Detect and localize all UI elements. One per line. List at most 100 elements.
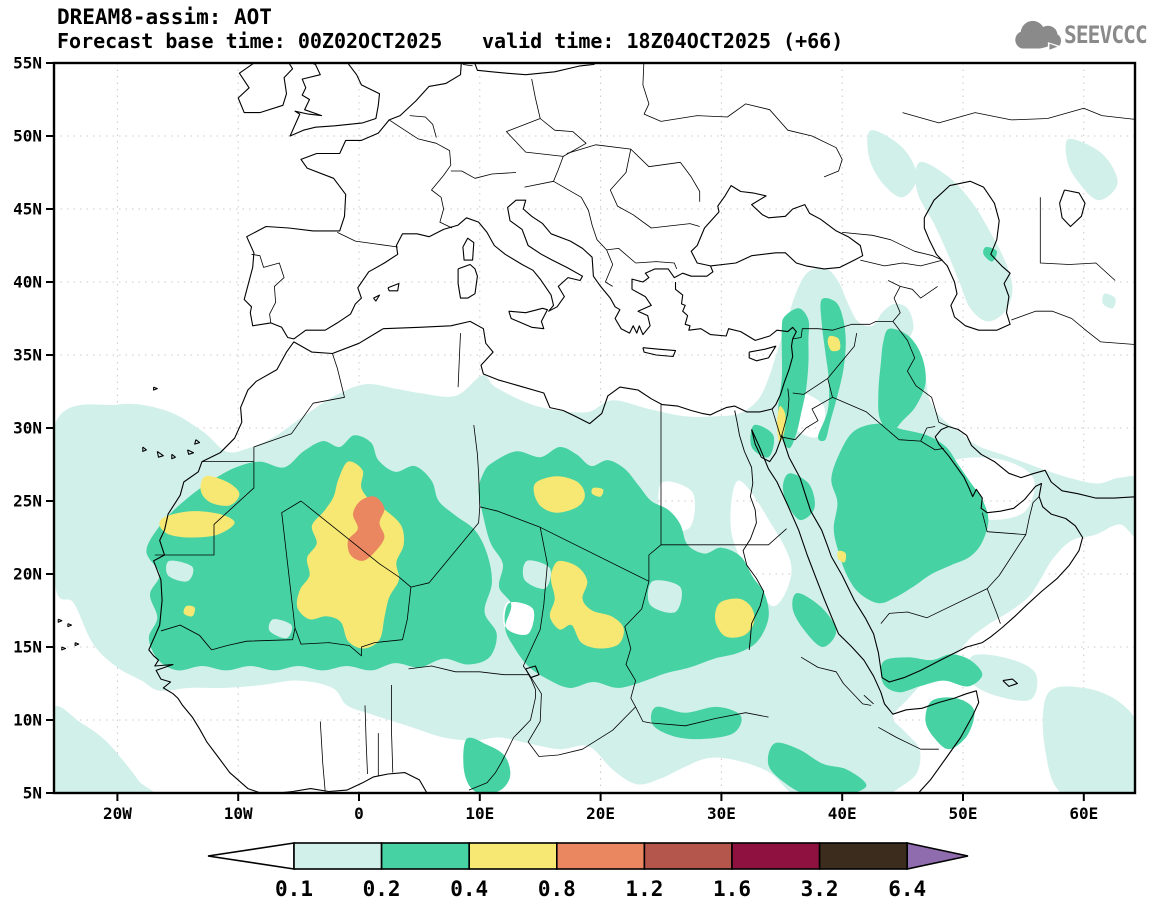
country-border [1011, 310, 1135, 345]
coastline [171, 453, 176, 460]
coastline [1002, 678, 1018, 687]
aot-region-hejaz-patch [782, 473, 815, 521]
country-border [154, 461, 255, 556]
river-line [160, 624, 212, 651]
lat-tick-label: 20N [13, 565, 42, 584]
country-border [860, 259, 943, 267]
lat-tick-label: 35N [13, 346, 42, 365]
lat-tick-label: 30N [13, 419, 42, 438]
colorbar-label: 1.2 [625, 877, 663, 901]
lat-tick-label: 50N [13, 127, 42, 146]
country-border [462, 64, 473, 67]
country-border [364, 705, 368, 775]
country-border [642, 63, 843, 178]
lat-tick-label: 45N [13, 200, 42, 219]
country-border [981, 512, 1026, 535]
coastline [462, 237, 475, 261]
colorbar-below-arrow [207, 842, 295, 870]
coastline [373, 294, 381, 302]
coastline [748, 345, 777, 362]
forecast-base-time: Forecast base time: 00Z02OCT2025 [57, 29, 443, 53]
aot-region-mesopotamia-band [817, 297, 846, 442]
aot-region-sudan-patch [714, 598, 755, 638]
aot-region-senegal-dot [183, 605, 196, 617]
colorbar-label: 3.2 [801, 877, 839, 901]
country-border [887, 280, 938, 299]
aot-region-dead-sea-streak [776, 406, 786, 443]
aot-region-cameroon-patch [463, 737, 511, 793]
lat-tick-label: 25N [13, 492, 42, 511]
country-border [792, 321, 893, 340]
aot-region-ethiopia-patch [767, 742, 867, 793]
country-border [253, 353, 345, 462]
colorbar-segment [731, 842, 821, 870]
lat-tick-label: 40N [13, 273, 42, 292]
lon-tick-label: 30E [707, 804, 736, 823]
coastline [74, 642, 80, 647]
country-border [679, 162, 701, 202]
coastline [948, 425, 1135, 499]
coastline [57, 618, 63, 623]
aot-region-adrar-patch-s [159, 511, 235, 538]
country-border [300, 500, 481, 588]
lon-tick-label: 20E [586, 804, 615, 823]
country-border [780, 396, 833, 441]
coastline [387, 282, 400, 292]
colorbar-label: 1.6 [713, 877, 751, 901]
country-border [827, 333, 858, 379]
aot-region-yemen-coast [880, 654, 983, 693]
country-border [391, 685, 394, 773]
coastline [148, 282, 797, 793]
aot-region-levant-band [778, 308, 810, 449]
coastline [67, 623, 73, 628]
country-border [553, 180, 614, 287]
country-border [635, 261, 678, 270]
colorbar-label: 0.2 [363, 877, 401, 901]
country-border [635, 706, 769, 727]
colorbar-segment [818, 842, 908, 870]
map-canvas [54, 63, 1135, 793]
lat-tick-label: 15N [13, 638, 42, 657]
lon-tick-label: 0 [354, 804, 364, 823]
country-border [781, 388, 790, 436]
aot-region-fezzan-dot [591, 487, 604, 497]
country-border [792, 378, 828, 395]
aot-region-hejaz-dot [837, 550, 847, 563]
lon-tick-label: 50E [949, 804, 978, 823]
lon-tick-label: 10E [465, 804, 494, 823]
colorbar-label: 0.1 [275, 877, 313, 901]
aot-region-ne-steppe-patch [1065, 138, 1118, 201]
lon-tick-label: 40E [828, 804, 857, 823]
country-border [661, 528, 787, 546]
lon-tick-label: 20W [103, 804, 132, 823]
logo-text: SEEVCCC [1063, 21, 1148, 49]
colorbar-label: 0.4 [450, 877, 488, 901]
country-border [388, 119, 453, 229]
colorbar-segment [380, 842, 471, 870]
country-border [211, 500, 302, 651]
country-border [878, 726, 939, 750]
colorbar-label: 0.8 [538, 877, 576, 901]
country-border [468, 698, 536, 791]
coastline [156, 450, 164, 458]
country-border [920, 440, 944, 451]
lat-tick-label: 5N [23, 784, 42, 803]
aot-region-cape-verde-corner [54, 705, 154, 793]
coastline [142, 446, 147, 452]
aot-region-aral-dot [1102, 293, 1116, 309]
country-border [624, 581, 650, 699]
aot-region-somali-coast [925, 697, 975, 750]
country-border [648, 544, 662, 582]
country-border [892, 321, 949, 427]
country-border [880, 496, 1040, 624]
colorbar-above-arrow [906, 842, 969, 870]
country-border [609, 149, 700, 229]
page-title: DREAM8-assim: AOT [57, 5, 272, 29]
country-border [457, 333, 461, 388]
country-border [408, 665, 536, 699]
coastline [194, 439, 201, 445]
aot-region-socotra-patch [967, 654, 1038, 701]
country-border [606, 248, 636, 264]
coastline [690, 185, 864, 270]
